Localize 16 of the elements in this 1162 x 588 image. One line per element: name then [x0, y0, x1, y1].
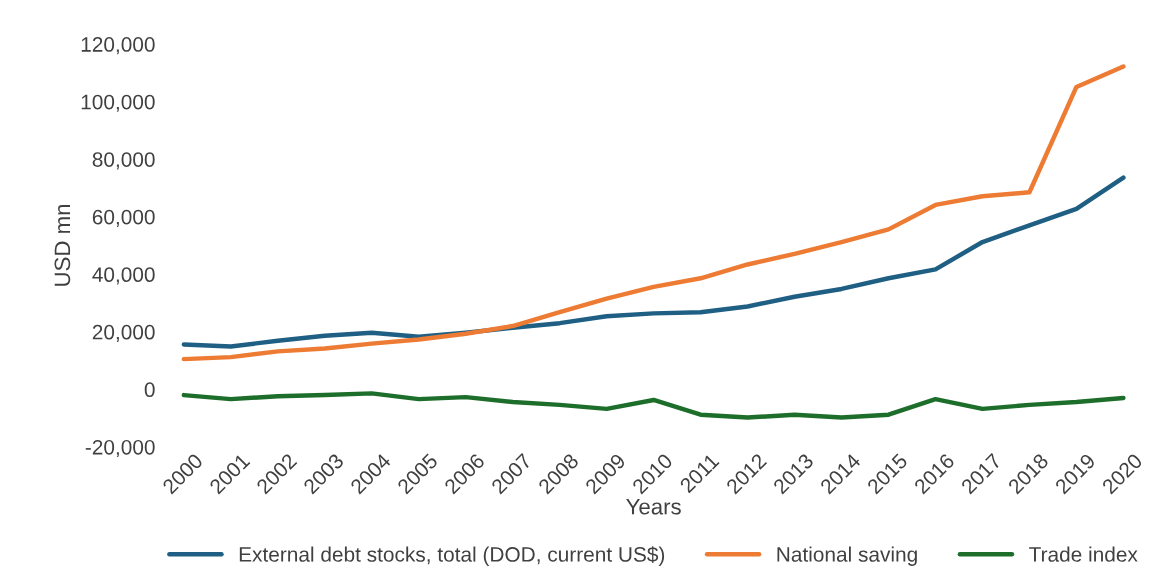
legend-label: Trade index — [1029, 546, 1138, 562]
x-axis-title: Years — [626, 499, 681, 515]
legend-label: National saving — [777, 546, 917, 566]
y-tick-label: 120,000 — [81, 37, 155, 55]
y-tick-label: 0 — [144, 382, 155, 398]
y-tick-label: -20,000 — [85, 439, 155, 458]
y-axis-title: USD mn — [54, 204, 71, 286]
line-series — [181, 391, 1126, 420]
y-tick-label: 20,000 — [92, 324, 155, 343]
line-series — [181, 64, 1126, 362]
line-series — [181, 175, 1126, 349]
y-tick-label: 100,000 — [81, 94, 155, 112]
y-tick-label: 80,000 — [92, 152, 155, 170]
legend-label: External debt stocks, total (DOD, current US$) — [239, 546, 665, 566]
y-tick-label: 60,000 — [92, 209, 155, 227]
y-tick-label: 40,000 — [92, 267, 155, 285]
